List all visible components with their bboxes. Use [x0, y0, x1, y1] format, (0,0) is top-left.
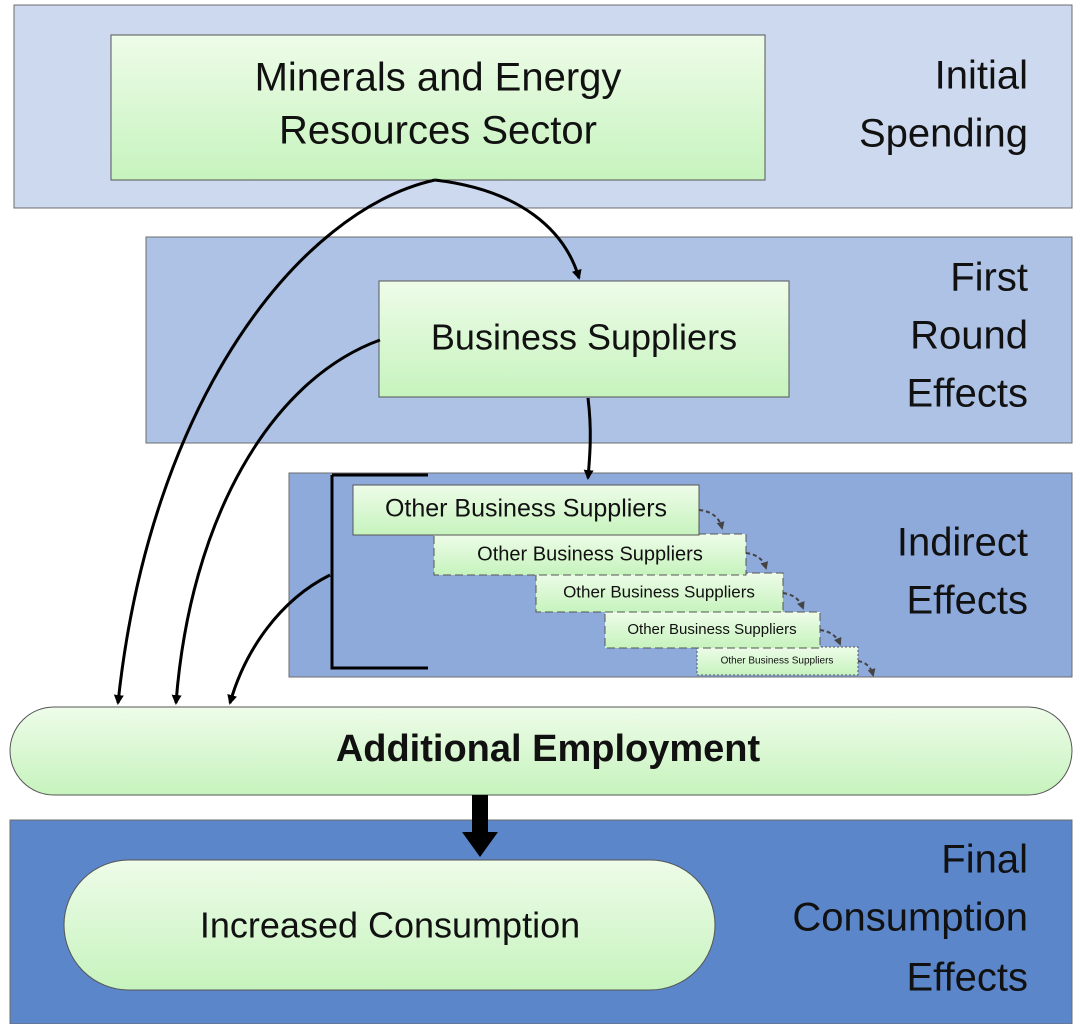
band-label: First [950, 256, 1028, 300]
node-label: Resources Sector [279, 109, 597, 153]
band-label: Effects [906, 372, 1028, 416]
arrow [583, 397, 594, 480]
arrow [434, 178, 582, 280]
node-label: Business Suppliers [431, 317, 737, 358]
node-label: Increased Consumption [200, 905, 580, 946]
arrow [113, 178, 436, 705]
node-box [110, 34, 766, 181]
node-box [63, 859, 716, 991]
node-label: Other Business Suppliers [627, 621, 796, 638]
node-label: Minerals and Energy [255, 56, 622, 100]
band-label: Initial [935, 54, 1028, 98]
band-label: Indirect [897, 521, 1028, 565]
node-box [352, 484, 700, 536]
node-label: Other Business Suppliers [477, 543, 703, 565]
band-label: Effects [906, 579, 1028, 623]
node-label: Other Business Suppliers [721, 656, 834, 667]
band-label: Final [941, 838, 1028, 882]
node-box [9, 706, 1073, 796]
node-label: Other Business Suppliers [563, 582, 755, 601]
arrow [171, 338, 381, 705]
bracket [330, 473, 428, 670]
node-box [433, 533, 747, 576]
arrow [227, 573, 331, 705]
band-label: Round [910, 314, 1028, 358]
big-arrow [462, 795, 498, 857]
node-label: Additional Employment [336, 728, 761, 770]
band-label: Spending [859, 112, 1028, 156]
node-label: Other Business Suppliers [385, 495, 667, 523]
band-label: Effects [906, 956, 1028, 1000]
node-box [604, 611, 821, 649]
node-box [696, 646, 859, 676]
node-box [535, 572, 784, 613]
band-label: Consumption [792, 896, 1028, 940]
